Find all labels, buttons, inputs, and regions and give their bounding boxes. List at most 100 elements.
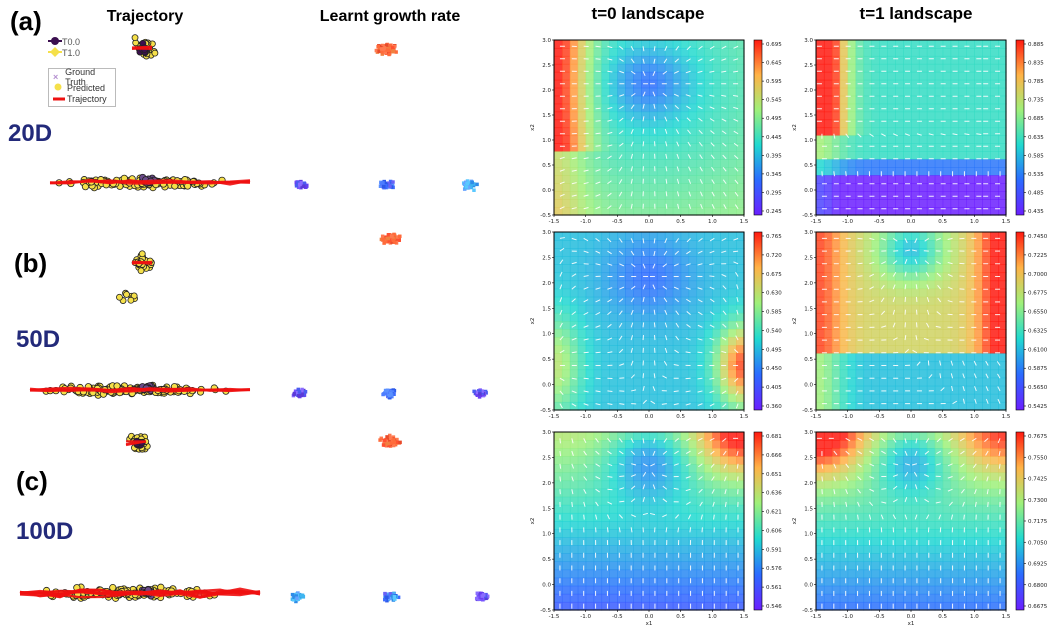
heatmap-cell xyxy=(617,369,626,379)
heatmap-cell xyxy=(863,353,873,363)
heatmap-cell xyxy=(704,95,713,105)
heatmap-cell xyxy=(625,329,634,338)
heatmap-cell xyxy=(554,480,563,490)
heatmap-cell xyxy=(672,545,682,554)
heatmap-cell xyxy=(664,55,674,65)
heatmap-cell xyxy=(831,353,841,363)
vector-arrow xyxy=(697,58,703,62)
heatmap-cell xyxy=(656,569,666,579)
heatmap-cell xyxy=(879,280,888,290)
heatmap-cell xyxy=(823,337,833,346)
vector-arrow xyxy=(630,250,635,256)
heatmap-cell xyxy=(561,321,571,330)
vector-arrow xyxy=(904,348,910,354)
heatmap-cell xyxy=(974,47,983,57)
heatmap-cell xyxy=(609,440,618,449)
heatmap-cell xyxy=(649,432,658,441)
heatmap-cell xyxy=(728,199,737,208)
heatmap-cell xyxy=(958,240,968,249)
vector-arrow xyxy=(619,45,624,50)
heatmap-cell xyxy=(911,151,920,160)
heatmap-cell xyxy=(839,159,849,168)
heatmap-cell xyxy=(950,95,960,105)
heatmap-cell xyxy=(688,111,698,121)
colorbar-tick-label: 0.485 xyxy=(1028,190,1044,196)
heatmap-cell xyxy=(688,521,698,530)
growth-rate-cell xyxy=(376,45,380,49)
heatmap-cell xyxy=(720,264,729,274)
heatmap-cell xyxy=(633,143,642,152)
growth-rate-cell xyxy=(480,594,485,598)
heatmap-cell xyxy=(664,456,674,465)
heatmap-cell xyxy=(926,40,936,49)
heatmap-cell xyxy=(903,321,912,330)
heatmap-cell xyxy=(847,40,857,49)
heatmap-cell xyxy=(585,207,595,216)
heatmap-cell xyxy=(601,296,611,306)
heatmap-cell xyxy=(903,353,912,363)
heatmap-cell xyxy=(704,304,713,314)
heatmap-cell xyxy=(911,385,920,395)
growth-rate-cell xyxy=(393,597,397,601)
heatmap-cell xyxy=(895,321,904,330)
heatmap-cell xyxy=(942,312,952,322)
heatmap-cell xyxy=(617,456,626,465)
heatmap-cell xyxy=(625,561,634,571)
heatmap-cell xyxy=(704,40,713,49)
heatmap-cell xyxy=(918,183,928,192)
heatmap-cell xyxy=(680,143,690,152)
heatmap-cell xyxy=(871,95,880,105)
heatmap-cell xyxy=(561,329,571,338)
heatmap-cell xyxy=(688,151,698,160)
vector-arrow xyxy=(892,260,898,265)
heatmap-cell xyxy=(569,127,579,137)
heatmap-cell xyxy=(680,87,690,97)
vector-arrow xyxy=(595,181,601,185)
heatmap-cell xyxy=(609,87,618,97)
heatmap-cell xyxy=(554,569,563,579)
heatmap-cell xyxy=(974,369,983,379)
heatmap-cell xyxy=(633,585,642,595)
heatmap-cell xyxy=(855,401,865,411)
heatmap-cell xyxy=(895,183,904,192)
vector-arrow xyxy=(630,360,634,366)
heatmap-cell xyxy=(704,199,713,208)
growth-rate-cell xyxy=(380,52,385,56)
heatmap-cell xyxy=(688,496,698,506)
heatmap-cell xyxy=(895,199,904,208)
heatmap-cell xyxy=(720,47,729,57)
heatmap-cell xyxy=(680,103,690,113)
heatmap-cell xyxy=(895,207,904,216)
heatmap-cell xyxy=(816,183,825,192)
vector-arrow xyxy=(869,133,874,137)
heatmap-cell xyxy=(712,521,721,530)
heatmap-cell xyxy=(641,329,650,338)
heatmap-cell xyxy=(926,119,936,129)
heatmap-cell xyxy=(966,111,975,121)
heatmap-cell xyxy=(672,337,682,346)
heatmap-cell xyxy=(720,183,729,192)
vector-arrow xyxy=(607,205,612,210)
heatmap-cell xyxy=(736,329,745,338)
growth-rate-cell xyxy=(469,185,474,190)
heatmap-cell xyxy=(554,111,563,121)
colorbar-tick-label: 0.885 xyxy=(1028,42,1044,48)
heatmap-cell xyxy=(887,248,896,257)
heatmap-cell xyxy=(672,240,682,249)
heatmap-cell xyxy=(895,143,904,152)
heatmap-cell xyxy=(688,95,698,105)
vector-arrow xyxy=(607,250,612,255)
heatmap-cell xyxy=(593,496,603,506)
heatmap-cell xyxy=(831,345,841,354)
heatmap-cell xyxy=(561,55,571,65)
heatmap-cell xyxy=(704,440,713,449)
heatmap-cell xyxy=(577,127,587,137)
heatmap-cell xyxy=(664,480,674,490)
heatmap-cell xyxy=(918,135,928,145)
heatmap-cell xyxy=(942,119,952,129)
heatmap-cell xyxy=(990,337,999,346)
heatmap-cell xyxy=(641,385,650,395)
heatmap-cell xyxy=(609,175,618,184)
heatmap-cell xyxy=(911,345,920,354)
vector-arrow xyxy=(881,133,886,137)
